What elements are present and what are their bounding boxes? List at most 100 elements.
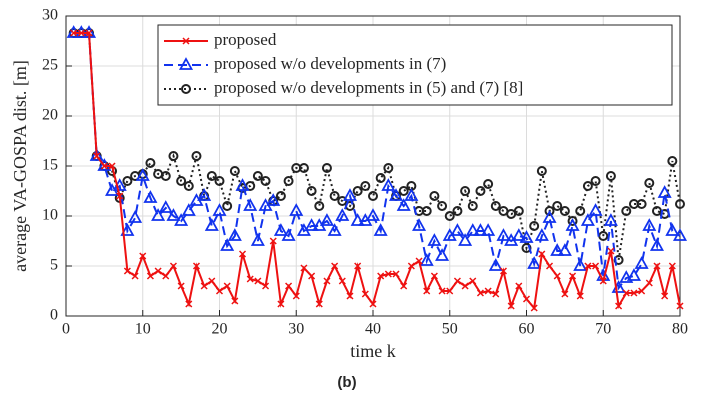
marker (89, 148, 104, 161)
marker (544, 206, 555, 216)
marker (389, 188, 404, 201)
axes-box (65, 15, 681, 317)
marker (638, 287, 646, 295)
marker (200, 282, 208, 290)
marker (220, 238, 235, 251)
marker (519, 230, 534, 243)
marker (476, 289, 484, 297)
marker (415, 257, 423, 265)
marker (545, 262, 554, 270)
marker (622, 289, 630, 297)
series (70, 29, 684, 312)
marker (490, 201, 501, 211)
marker (131, 272, 139, 280)
marker (565, 218, 580, 231)
marker (181, 84, 191, 94)
marker (481, 223, 496, 236)
marker (222, 201, 233, 211)
marker (154, 267, 162, 275)
marker (404, 188, 419, 201)
marker (177, 282, 185, 290)
marker (634, 256, 649, 269)
marker (444, 211, 455, 221)
marker (550, 243, 565, 256)
marker (277, 300, 285, 308)
series-line (73, 32, 681, 311)
marker (292, 292, 300, 300)
marker (383, 163, 394, 173)
marker (488, 258, 503, 271)
marker (281, 228, 296, 241)
marker (511, 228, 526, 241)
marker (607, 247, 615, 255)
marker (135, 168, 150, 181)
marker (576, 292, 584, 300)
marker (85, 29, 93, 37)
marker (661, 292, 669, 300)
marker (438, 287, 446, 295)
marker (183, 181, 194, 191)
marker (123, 267, 131, 275)
marker (329, 191, 340, 201)
marker (273, 223, 288, 236)
marker (335, 208, 350, 221)
marker (269, 237, 277, 245)
marker (507, 302, 515, 310)
marker (116, 192, 124, 200)
x-tick-label: 30 (288, 321, 304, 338)
marker (552, 201, 563, 211)
marker (381, 178, 396, 191)
marker (308, 272, 316, 280)
marker (145, 158, 156, 168)
marker (557, 243, 572, 256)
marker (298, 163, 309, 173)
y-tick-label: 15 (42, 157, 58, 174)
marker (626, 268, 641, 281)
marker (536, 166, 547, 176)
marker (642, 218, 657, 231)
marker (590, 176, 601, 186)
marker (429, 191, 440, 201)
series (66, 25, 688, 293)
marker (561, 290, 569, 298)
marker (289, 203, 304, 216)
marker (421, 206, 432, 216)
marker (223, 282, 231, 290)
marker (360, 181, 371, 191)
marker (513, 206, 524, 216)
x-tick-label: 10 (135, 321, 151, 338)
marker (373, 223, 388, 236)
marker (139, 252, 147, 260)
marker (338, 277, 346, 285)
marker (599, 277, 607, 285)
marker (458, 233, 473, 246)
marker (573, 258, 588, 271)
marker (176, 176, 187, 186)
marker (452, 206, 463, 216)
marker (77, 29, 85, 37)
marker (275, 191, 286, 201)
x-tick-label: 80 (672, 321, 688, 338)
marker (527, 256, 542, 269)
marker (206, 171, 217, 181)
marker (128, 210, 143, 223)
marker (212, 203, 227, 216)
marker (375, 173, 386, 183)
marker (496, 228, 511, 241)
marker (143, 190, 158, 203)
y-tick-label: 5 (50, 257, 58, 274)
marker (473, 223, 488, 236)
marker (530, 304, 538, 312)
marker (396, 198, 411, 211)
marker (158, 200, 173, 213)
marker (323, 277, 331, 285)
marker (657, 185, 672, 198)
legend-label: proposed w/o developments in (7) (214, 54, 446, 73)
marker (192, 262, 201, 270)
marker (542, 210, 557, 223)
marker (262, 282, 270, 290)
marker (630, 289, 638, 297)
marker (649, 238, 664, 251)
marker (229, 166, 240, 176)
